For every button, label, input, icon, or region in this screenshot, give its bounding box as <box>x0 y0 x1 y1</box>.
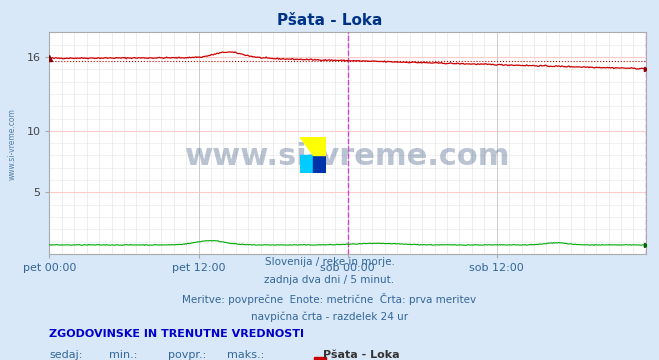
Text: Meritve: povprečne  Enote: metrične  Črta: prva meritev: Meritve: povprečne Enote: metrične Črta:… <box>183 293 476 305</box>
Text: zadnja dva dni / 5 minut.: zadnja dva dni / 5 minut. <box>264 275 395 285</box>
Text: www.si-vreme.com: www.si-vreme.com <box>8 108 17 180</box>
Polygon shape <box>300 137 326 155</box>
Text: min.:: min.: <box>109 350 137 360</box>
Text: Pšata - Loka: Pšata - Loka <box>277 13 382 28</box>
Text: sedaj:: sedaj: <box>49 350 83 360</box>
Text: Slovenija / reke in morje.: Slovenija / reke in morje. <box>264 257 395 267</box>
Text: www.si-vreme.com: www.si-vreme.com <box>185 142 510 171</box>
Text: ZGODOVINSKE IN TRENUTNE VREDNOSTI: ZGODOVINSKE IN TRENUTNE VREDNOSTI <box>49 329 304 339</box>
Text: povpr.:: povpr.: <box>168 350 206 360</box>
Bar <box>300 155 313 173</box>
Text: navpična črta - razdelek 24 ur: navpična črta - razdelek 24 ur <box>251 311 408 322</box>
Bar <box>313 137 326 155</box>
Bar <box>313 155 326 173</box>
Text: maks.:: maks.: <box>227 350 265 360</box>
Text: Pšata - Loka: Pšata - Loka <box>323 350 399 360</box>
FancyBboxPatch shape <box>314 357 326 360</box>
